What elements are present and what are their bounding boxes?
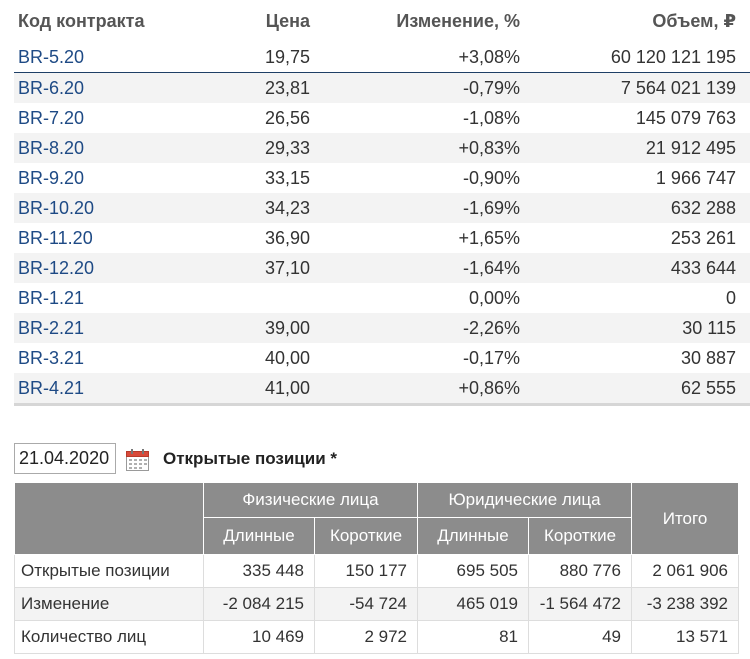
change-cell: -0,90%	[462, 167, 520, 188]
volume-cell: 7 564 021 139	[520, 72, 750, 103]
change-cell: +1,65%	[458, 227, 520, 248]
individuals-short-cell: 150 177	[314, 554, 418, 588]
header-individuals: Физические лица	[203, 482, 418, 518]
volume-cell: 433 644	[520, 253, 750, 283]
header-total: Итого	[631, 482, 740, 555]
volume-cell: 0	[725, 287, 736, 308]
contract-code-link[interactable]: BR-12.20	[14, 253, 174, 283]
contract-code-link[interactable]: BR-9.20	[18, 167, 85, 188]
legal-long-cell: 695 505	[417, 554, 529, 588]
table-row: BR-11.20 36,90 +1,65% 253 261	[14, 223, 750, 253]
price-cell: 23,81	[174, 72, 310, 103]
open-interest-table: Физические лица Юридические лица Итого Д…	[14, 482, 740, 654]
open-interest-title: Открытые позиции *	[163, 449, 338, 468]
row-label: Изменение	[14, 587, 204, 621]
header-legal-entities: Юридические лица	[416, 482, 633, 518]
price-cell: 41,00	[174, 373, 310, 406]
individuals-long-cell: 10 469	[203, 620, 315, 654]
table-row: BR-12.20 37,10 -1,64% 433 644	[14, 253, 750, 283]
date-input[interactable]	[14, 443, 116, 474]
price-cell: 37,10	[174, 253, 310, 283]
header-volume[interactable]: Объем, ₽	[652, 10, 736, 31]
change-cell: -0,17%	[462, 347, 520, 368]
change-cell: +0,86%	[310, 373, 520, 406]
futures-header-row: Код контракта Цена Изменение, % Объем, ₽	[14, 0, 750, 42]
individuals-short-cell: -54 724	[314, 587, 418, 621]
table-row: BR-3.21 40,00 -0,17% 30 887	[14, 343, 750, 373]
volume-cell: 21 912 495	[520, 133, 750, 163]
table-row: Изменение -2 084 215 -54 724 465 019 -1 564 …	[14, 587, 740, 621]
contract-code-link[interactable]: BR-2.21	[14, 313, 174, 343]
row-label: Открытые позиции	[14, 554, 204, 588]
table-row: BR-1.21 0,00% 0	[14, 283, 750, 313]
table-row: BR-8.20 29,33 +0,83% 21 912 495	[14, 133, 750, 163]
header-price[interactable]: Цена	[265, 10, 310, 31]
contract-code-link[interactable]: BR-7.20	[18, 107, 85, 128]
calendar-icon[interactable]	[126, 449, 149, 471]
table-row: BR-4.21 41,00 +0,86% 62 555	[14, 373, 750, 406]
price-cell: 36,90	[264, 227, 310, 248]
change-cell: +0,83%	[310, 133, 520, 163]
change-cell: -0,79%	[310, 72, 520, 103]
volume-cell: 62 555	[520, 373, 750, 406]
change-cell: -2,26%	[310, 313, 520, 343]
table-row: BR-6.20 23,81 -0,79% 7 564 021 139	[14, 72, 750, 103]
volume-cell: 253 261	[670, 227, 736, 248]
table-row: BR-7.20 26,56 -1,08% 145 079 763	[14, 103, 750, 133]
price-cell: 34,23	[174, 193, 310, 223]
header-change[interactable]: Изменение, %	[396, 10, 520, 31]
contract-code-link[interactable]: BR-5.20	[14, 42, 174, 73]
legal-long-cell: 81	[417, 620, 529, 654]
price-cell: 33,15	[264, 167, 310, 188]
volume-cell: 632 288	[520, 193, 750, 223]
table-row: Открытые позиции 335 448 150 177 695 505 880…	[14, 554, 740, 588]
contract-code-link[interactable]: BR-8.20	[14, 133, 174, 163]
table-row: Количество лиц 10 469 2 972 81 49 13 571	[14, 620, 740, 654]
price-cell: 40,00	[264, 347, 310, 368]
total-cell: 13 571	[631, 620, 740, 654]
row-label: Количество лиц	[14, 620, 204, 654]
header-individuals-long: Длинные	[203, 517, 315, 555]
change-cell: -1,64%	[310, 253, 520, 283]
price-cell: 19,75	[174, 42, 310, 73]
table-row: BR-10.20 34,23 -1,69% 632 288	[14, 193, 750, 223]
change-cell: +3,08%	[310, 42, 520, 73]
volume-cell: 1 966 747	[655, 167, 736, 188]
price-cell: 26,56	[264, 107, 310, 128]
individuals-long-cell: 335 448	[203, 554, 315, 588]
contract-code-link[interactable]: BR-6.20	[14, 72, 174, 103]
header-code[interactable]: Код контракта	[18, 10, 145, 31]
contract-code-link[interactable]: BR-3.21	[18, 347, 85, 368]
header-legal-long: Длинные	[417, 517, 529, 555]
volume-cell: 60 120 121 195	[520, 42, 750, 73]
contract-code-link[interactable]: BR-10.20	[14, 193, 174, 223]
individuals-long-cell: -2 084 215	[203, 587, 315, 621]
contract-code-link[interactable]: BR-4.21	[14, 373, 174, 406]
price-cell: 29,33	[174, 133, 310, 163]
change-cell: 0,00%	[468, 287, 520, 308]
table-row: BR-2.21 39,00 -2,26% 30 115	[14, 313, 750, 343]
futures-table: Код контракта Цена Изменение, % Объем, ₽…	[14, 0, 750, 406]
legal-short-cell: 49	[527, 620, 633, 654]
contract-code-link[interactable]: BR-1.21	[18, 287, 85, 308]
volume-cell: 30 115	[520, 313, 750, 343]
legal-short-cell: 880 776	[527, 554, 633, 588]
legal-long-cell: 465 019	[417, 587, 529, 621]
header-corner	[14, 482, 204, 555]
price-cell: 39,00	[174, 313, 310, 343]
total-cell: -3 238 392	[631, 587, 740, 621]
contract-code-link[interactable]: BR-11.20	[18, 227, 93, 248]
individuals-short-cell: 2 972	[314, 620, 418, 654]
volume-cell: 30 887	[680, 347, 736, 368]
price-cell	[174, 283, 310, 313]
change-cell: -1,69%	[310, 193, 520, 223]
header-legal-short: Короткие	[527, 517, 633, 555]
header-individuals-short: Короткие	[314, 517, 418, 555]
volume-cell: 145 079 763	[635, 107, 736, 128]
table-row: BR-9.20 33,15 -0,90% 1 966 747	[14, 163, 750, 193]
legal-short-cell: -1 564 472	[527, 587, 633, 621]
table-row: BR-5.20 19,75 +3,08% 60 120 121 195	[14, 42, 750, 73]
total-cell: 2 061 906	[631, 554, 740, 588]
change-cell: -1,08%	[462, 107, 520, 128]
